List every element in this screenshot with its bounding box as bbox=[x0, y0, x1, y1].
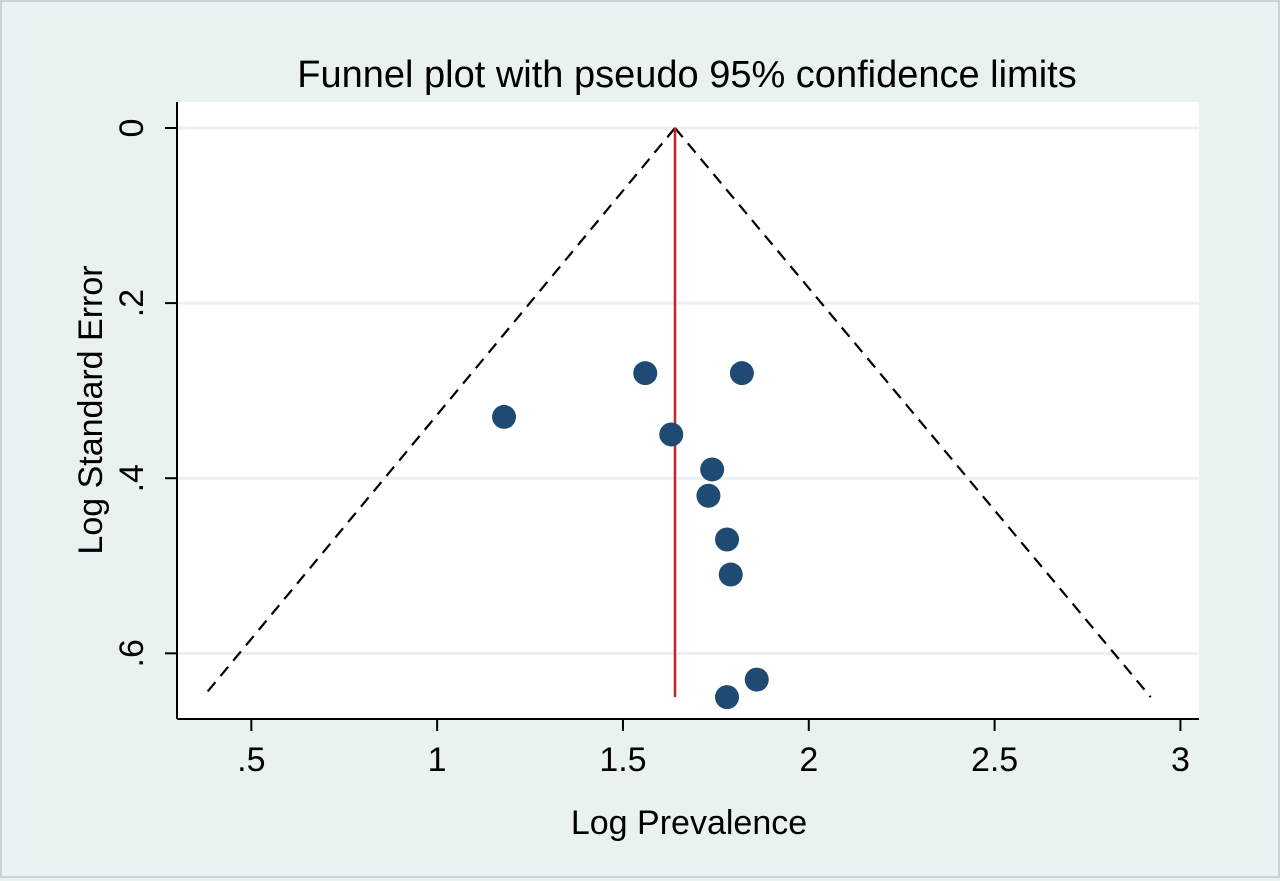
y-axis-label: Log Standard Error bbox=[72, 265, 110, 554]
data-point-3 bbox=[729, 361, 754, 386]
data-point-7 bbox=[715, 527, 740, 552]
data-point-1 bbox=[492, 404, 517, 429]
plot-area bbox=[177, 102, 1199, 719]
x-tick-label-5: 3 bbox=[1171, 741, 1190, 779]
y-tick-label-2: .4 bbox=[113, 464, 151, 492]
x-tick-label-2: 1.5 bbox=[599, 741, 646, 779]
data-point-2 bbox=[633, 361, 658, 386]
y-tick-label-3: .6 bbox=[113, 639, 151, 667]
gridlines bbox=[178, 126, 1199, 655]
x-tick-label-0: .5 bbox=[237, 741, 265, 779]
ci-limit-left-line bbox=[202, 127, 676, 698]
data-point-8 bbox=[718, 562, 743, 587]
data-point-5 bbox=[700, 457, 725, 482]
axes: .5 1 1.5 2 2.5 3 0 .2 .4 .6 bbox=[113, 102, 1199, 779]
chart-title: Funnel plot with pseudo 95% confidence l… bbox=[297, 54, 1076, 96]
x-tick-label-3: 2 bbox=[799, 741, 818, 779]
x-axis-label: Log Prevalence bbox=[571, 804, 807, 842]
data-point-4 bbox=[659, 422, 684, 447]
data-points bbox=[492, 361, 769, 710]
data-point-6 bbox=[696, 483, 721, 508]
data-point-10 bbox=[715, 685, 740, 710]
data-point-9 bbox=[744, 667, 769, 692]
x-tick-label-4: 2.5 bbox=[971, 741, 1018, 779]
y-tick-label-1: .2 bbox=[113, 289, 151, 317]
confidence-limits bbox=[202, 127, 1152, 698]
ci-limit-right-line bbox=[674, 127, 1152, 698]
y-tick-label-0: 0 bbox=[113, 119, 151, 138]
x-tick-label-1: 1 bbox=[428, 741, 447, 779]
